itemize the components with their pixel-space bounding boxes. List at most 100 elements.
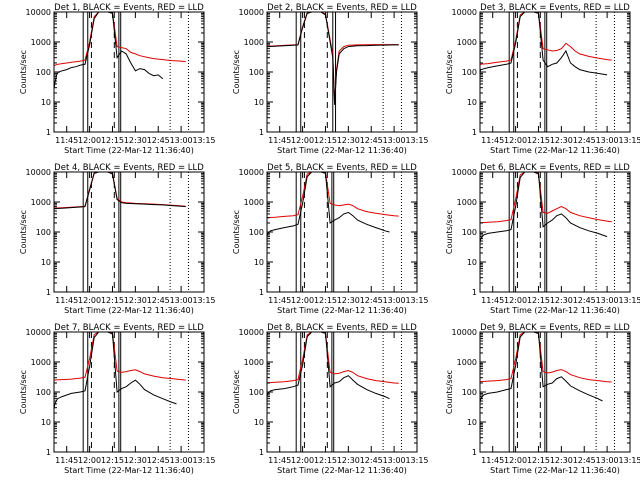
x-tick-label: 12:45 (360, 296, 383, 305)
plot-frame (266, 171, 418, 293)
detector-panel-5: 1 10 100 1000 10000 11:45 12:00 12:15 12:30 12:45… (232, 163, 429, 315)
x-tick-label: 11:45 (481, 136, 504, 145)
x-tick-label: 12:00 (291, 296, 314, 305)
lld-series-line (54, 332, 186, 381)
y-tick-label: 100 (462, 388, 477, 397)
detector-panel-1: 1 10 100 1000 10000 11:45 12:00 12:15 12:30 12:45… (19, 3, 216, 155)
y-axis-label: Counts/sec (445, 370, 454, 414)
plot-area (480, 332, 615, 452)
y-tick-label: 10000 (239, 168, 264, 177)
x-tick-label: 13:15 (618, 456, 640, 465)
x-tick-label: 12:45 (573, 456, 596, 465)
plot-frame (266, 331, 418, 453)
x-tick-label: 12:00 (78, 456, 101, 465)
x-tick-label: 13:00 (596, 456, 619, 465)
y-tick-label: 100 (36, 68, 51, 77)
y-tick-label: 1000 (244, 38, 264, 47)
plot-frame (53, 11, 205, 133)
events-series-line (480, 332, 603, 406)
events-series-line (267, 12, 399, 105)
y-tick-label: 1000 (244, 358, 264, 367)
x-tick-label: 12:00 (504, 296, 527, 305)
lld-series-line (480, 172, 612, 224)
plot-area (267, 172, 402, 292)
y-tick-label: 1 (259, 128, 264, 137)
x-axis-label: Start Time (22-Mar-12 11:36:40) (64, 466, 194, 475)
x-tick-label: 13:00 (596, 296, 619, 305)
x-tick-label: 11:45 (268, 296, 291, 305)
y-tick-label: 100 (36, 388, 51, 397)
plot-frame (266, 11, 418, 133)
y-tick-label: 10 (41, 418, 51, 427)
x-tick-label: 13:15 (192, 456, 215, 465)
y-tick-label: 1 (259, 288, 264, 297)
x-axis-label: Start Time (22-Mar-12 11:36:40) (490, 466, 620, 475)
x-tick-label: 12:00 (504, 456, 527, 465)
x-tick-label: 12:15 (527, 296, 550, 305)
y-axis-label: Counts/sec (19, 370, 28, 414)
x-tick-label: 13:00 (383, 456, 406, 465)
events-series-line (480, 172, 608, 246)
x-tick-label: 12:30 (550, 456, 573, 465)
plot-area (54, 332, 189, 452)
detector-panel-3: 1 10 100 1000 10000 11:45 12:00 12:15 12:30 12:45… (445, 3, 640, 155)
plot-frame (53, 331, 205, 453)
x-tick-label: 12:15 (314, 456, 337, 465)
x-tick-label: 12:15 (314, 296, 337, 305)
x-tick-label: 12:30 (550, 296, 573, 305)
x-axis-label: Start Time (22-Mar-12 11:36:40) (490, 306, 620, 315)
x-tick-label: 12:30 (124, 136, 147, 145)
x-tick-label: 12:30 (337, 456, 360, 465)
detector-panel-4: 1 10 100 1000 10000 11:45 12:00 12:15 12:30 12:45… (19, 163, 216, 315)
x-tick-label: 11:45 (55, 456, 78, 465)
plot-frame (479, 331, 631, 453)
y-tick-label: 100 (462, 68, 477, 77)
lld-series-line (480, 332, 612, 383)
x-tick-label: 13:00 (170, 296, 193, 305)
x-axis-label: Start Time (22-Mar-12 11:36:40) (490, 146, 620, 155)
x-tick-label: 12:45 (573, 296, 596, 305)
x-tick-label: 12:15 (101, 136, 124, 145)
y-tick-label: 10 (467, 418, 477, 427)
plot-frame (479, 11, 631, 133)
detector-panel-7: 1 10 100 1000 10000 11:45 12:00 12:15 12:30 12:45… (19, 323, 216, 475)
x-axis-label: Start Time (22-Mar-12 11:36:40) (64, 306, 194, 315)
y-tick-label: 100 (249, 388, 264, 397)
y-tick-label: 1 (472, 448, 477, 457)
lld-series-line (267, 172, 399, 219)
y-tick-label: 1000 (457, 38, 477, 47)
panel-title: Det 9, BLACK = Events, RED = LLD (480, 323, 630, 333)
x-tick-label: 13:00 (383, 296, 406, 305)
x-tick-label: 13:15 (618, 136, 640, 145)
panel-title: Det 2, BLACK = Events, RED = LLD (267, 3, 417, 13)
y-tick-label: 10 (254, 258, 264, 267)
y-tick-label: 1 (259, 448, 264, 457)
x-tick-label: 11:45 (481, 296, 504, 305)
plot-area (54, 12, 189, 132)
x-tick-label: 12:00 (291, 456, 314, 465)
x-tick-label: 13:15 (192, 136, 215, 145)
x-tick-label: 13:15 (405, 136, 428, 145)
y-axis-label: Counts/sec (232, 210, 241, 254)
y-axis-label: Counts/sec (232, 50, 241, 94)
x-tick-label: 12:15 (527, 136, 550, 145)
y-tick-label: 10 (254, 98, 264, 107)
detector-panel-9: 1 10 100 1000 10000 11:45 12:00 12:15 12:30 12:45… (445, 323, 640, 475)
y-tick-label: 100 (462, 228, 477, 237)
x-tick-label: 11:45 (268, 136, 291, 145)
x-tick-label: 11:45 (55, 296, 78, 305)
x-tick-label: 12:45 (147, 136, 170, 145)
y-tick-label: 10 (41, 258, 51, 267)
y-tick-label: 1000 (31, 198, 51, 207)
plot-frame (479, 171, 631, 293)
events-series-line (267, 172, 390, 239)
y-tick-label: 1 (472, 128, 477, 137)
y-tick-label: 1000 (31, 358, 51, 367)
y-tick-label: 1000 (457, 198, 477, 207)
events-series-line (267, 332, 390, 400)
panel-title: Det 3, BLACK = Events, RED = LLD (480, 3, 630, 13)
plot-area (267, 12, 402, 132)
detector-panel-8: 1 10 100 1000 10000 11:45 12:00 12:15 12:30 12:45… (232, 323, 429, 475)
lld-series-line (480, 12, 612, 65)
